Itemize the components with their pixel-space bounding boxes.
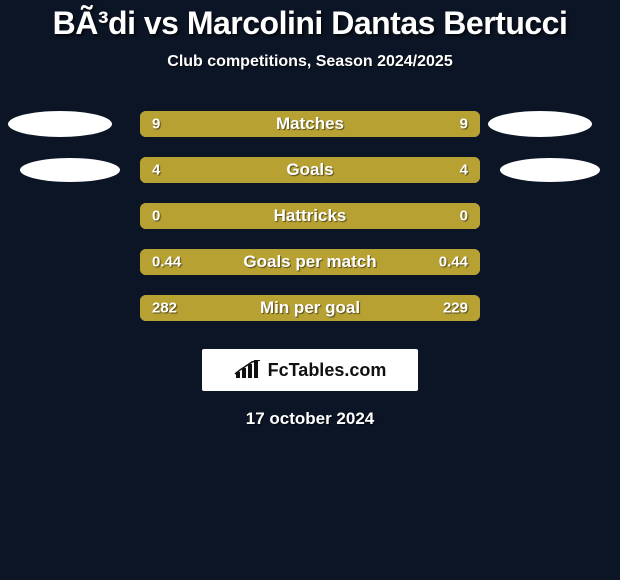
stat-value-right: 4 xyxy=(460,162,468,179)
brand-chart-icon xyxy=(234,360,262,380)
stat-value-left: 4 xyxy=(152,162,160,179)
player-right-blob xyxy=(500,158,600,182)
player-left-blob xyxy=(8,111,112,137)
brand-badge: FcTables.com xyxy=(202,349,418,391)
stat-row: Hattricks0 0 xyxy=(0,193,620,239)
stat-label: Goals per match xyxy=(140,252,480,272)
stat-value-right: 9 xyxy=(460,116,468,133)
stat-value-left: 0 xyxy=(152,208,160,225)
stat-label: Hattricks xyxy=(140,206,480,226)
stat-row: Goals4 4 xyxy=(0,147,620,193)
stat-bar: Matches xyxy=(140,111,480,137)
player-left-blob xyxy=(20,158,120,182)
player-right-blob xyxy=(488,111,592,137)
stat-value-left: 282 xyxy=(152,300,177,317)
page-title: BÃ³di vs Marcolini Dantas Bertucci xyxy=(0,6,620,41)
stat-rows: Matches9 9 Goals4 4 Hattricks0 0 Goals per mat… xyxy=(0,101,620,331)
date-text: 17 october 2024 xyxy=(0,409,620,429)
stat-value-right: 0.44 xyxy=(439,254,468,271)
stat-row: Matches9 9 xyxy=(0,101,620,147)
stat-label: Matches xyxy=(140,114,480,134)
stat-value-right: 229 xyxy=(443,300,468,317)
stat-bar: Min per goal xyxy=(140,295,480,321)
stat-value-right: 0 xyxy=(460,208,468,225)
comparison-card: BÃ³di vs Marcolini Dantas Bertucci Club … xyxy=(0,0,620,580)
stat-row: Min per goal282 229 xyxy=(0,285,620,331)
brand-text: FcTables.com xyxy=(268,360,387,381)
stat-value-left: 9 xyxy=(152,116,160,133)
stat-bar: Goals per match xyxy=(140,249,480,275)
page-subtitle: Club competitions, Season 2024/2025 xyxy=(0,53,620,71)
stat-bar: Hattricks xyxy=(140,203,480,229)
stat-label: Min per goal xyxy=(140,298,480,318)
stat-bar: Goals xyxy=(140,157,480,183)
stat-label: Goals xyxy=(140,160,480,180)
stat-value-left: 0.44 xyxy=(152,254,181,271)
stat-row: Goals per match0.44 0.44 xyxy=(0,239,620,285)
